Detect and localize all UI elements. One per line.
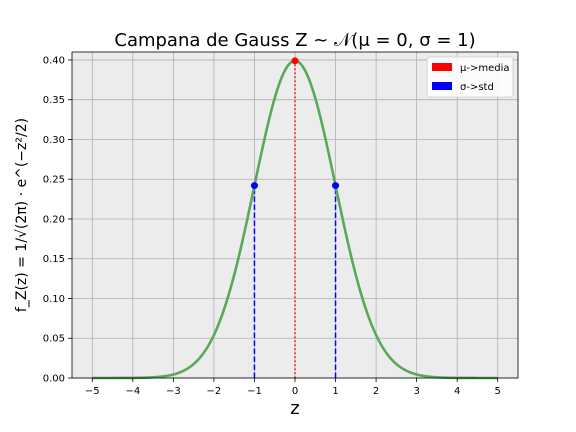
x-tick-label: 3 — [413, 386, 419, 397]
x-axis-ticks: −5 −4 −3 −2 −1 0 1 2 3 4 5 — [85, 378, 501, 397]
y-tick-label: 0.00 — [43, 374, 65, 385]
x-tick-label: −5 — [85, 386, 100, 397]
legend-swatch-std — [432, 82, 452, 90]
x-tick-label: 4 — [454, 386, 460, 397]
legend: μ->media σ->std — [426, 56, 514, 98]
reference-lines — [253, 60, 337, 378]
y-tick-label: 0.30 — [43, 135, 65, 146]
x-tick-label: −2 — [207, 386, 222, 397]
std-point — [250, 182, 258, 190]
y-tick-label: 0.15 — [43, 254, 65, 265]
std-point — [332, 182, 340, 190]
y-axis-ticks: 0.00 0.05 0.10 0.15 0.20 0.25 0.30 0.35 0.40 — [43, 55, 72, 385]
x-tick-label: 0 — [292, 386, 298, 397]
y-tick-label: 0.20 — [43, 214, 65, 225]
y-tick-label: 0.05 — [43, 334, 65, 345]
legend-label-mean: μ->media — [460, 63, 510, 74]
x-axis-label: z — [290, 398, 299, 419]
x-tick-label: 1 — [332, 386, 338, 397]
y-axis-label: f_Z(z) = 1/√(2π) · e^(−z²/2) — [14, 118, 30, 312]
chart-title: Campana de Gauss Z ~ 𝒩(μ = 0, σ = 1) — [114, 30, 475, 51]
markers — [250, 57, 340, 190]
x-tick-label: 5 — [495, 386, 501, 397]
mean-point — [291, 57, 299, 65]
y-tick-label: 0.35 — [43, 95, 65, 106]
x-tick-label: −3 — [166, 386, 181, 397]
x-tick-label: −1 — [247, 386, 262, 397]
y-tick-label: 0.40 — [43, 55, 65, 66]
legend-swatch-mean — [432, 63, 452, 71]
x-tick-label: 2 — [373, 386, 379, 397]
y-tick-label: 0.25 — [43, 175, 65, 186]
legend-label-std: σ->std — [460, 82, 494, 93]
y-tick-label: 0.10 — [43, 294, 65, 305]
x-tick-label: −4 — [125, 386, 140, 397]
